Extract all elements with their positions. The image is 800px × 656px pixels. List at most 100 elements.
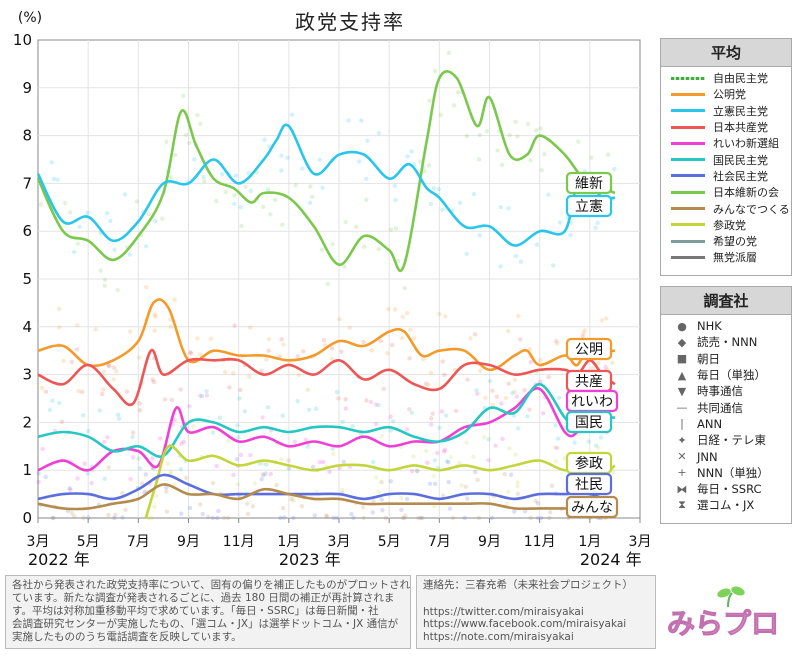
poll-point [235,482,241,487]
poll-point [337,317,342,322]
poll-point [330,242,335,247]
poll-point [593,225,598,231]
poll-point [515,484,520,489]
series-tag-立憲 [565,194,613,218]
poll-point [500,436,505,442]
poll-point [506,381,511,386]
poll-point [278,168,284,173]
poll-point [371,499,376,504]
facebook-link[interactable]: https://www.facebook.com/miraisyakai [423,618,627,630]
poll-point [317,459,323,465]
poll-point [421,356,426,362]
poll-point [39,385,45,391]
poll-point [409,468,415,474]
poll-point [490,402,496,408]
poll-point [401,515,407,521]
poll-point [178,466,184,472]
pollster-label: 時事通信 [697,384,743,399]
pollster-item: + NNN（単独） [661,465,791,481]
poll-point [405,154,410,159]
poll-point [169,397,175,403]
pollster-item: ✦ 日経・テレ東 [661,432,791,448]
poll-point [157,436,163,441]
poll-point [220,171,225,177]
poll-point [424,448,429,454]
poll-point [427,98,432,104]
poll-point [376,131,382,136]
poll-point [400,314,406,320]
poll-point [486,436,491,442]
poll-point [554,445,560,451]
poll-point [188,350,193,355]
poll-point [446,50,451,56]
poll-point [221,515,227,521]
poll-point [538,357,543,363]
poll-point [69,359,74,365]
poll-point [502,472,508,477]
poll-point [486,458,491,463]
poll-point [540,411,546,416]
poll-point [181,93,186,99]
poll-point [393,226,399,231]
poll-point [164,509,170,514]
poll-point [306,407,312,412]
poll-point [100,391,105,397]
mirapro-logo: みらプロ [666,586,780,641]
poll-point [442,372,447,378]
poll-point [252,481,258,486]
poll-point [334,515,339,521]
poll-point [199,393,205,399]
series-line-維新 [36,70,616,273]
legend-item: みんなでつくる [661,200,791,216]
poll-point [487,378,493,384]
support-rate-chart: 0 1 2 3 4 5 6 7 8 9 10 (%) 3月 5月 7月 9月 11月 1月 3月 5月 7月 9月 11月 1… [13,10,652,569]
poll-point [389,342,395,348]
poll-point [321,338,327,343]
x-year-label: 2022 年 [28,550,90,569]
poll-point [215,515,220,521]
twitter-link[interactable]: https://twitter.com/miraisyakai [423,605,584,618]
poll-point [246,170,251,176]
poll-point [150,456,155,461]
poll-point [274,482,279,488]
poll-point [610,360,615,366]
poll-point [432,458,438,463]
poll-point [330,451,336,457]
poll-point [442,449,447,454]
poll-point [431,473,436,479]
poll-point [238,204,243,210]
logo-text: みらプロ [667,607,779,640]
poll-point [611,470,616,475]
poll-point [392,307,398,312]
poll-point [262,137,267,143]
contact-label: 連絡先：三春充希（未来社会プロジェクト） [423,579,633,591]
poll-point [439,409,445,414]
poll-point [453,408,459,414]
poll-point [68,210,73,215]
note-link[interactable]: https://note.com/miraisyakai [423,630,574,643]
poll-point [263,471,268,476]
poll-point [476,515,482,521]
poll-point [292,439,298,445]
poll-point [282,515,287,520]
poll-point [75,322,80,328]
x-tick-label: 5月 [77,534,100,550]
poll-point [546,192,551,197]
poll-point [38,202,44,207]
poll-point [51,515,56,521]
poll-point [343,396,348,402]
poll-point [527,346,533,352]
poll-point [568,233,573,238]
poll-point [261,473,266,478]
pollster-item: ⧓ 毎日・SSRC [661,481,791,497]
poll-point [259,368,264,374]
poll-point [279,153,284,158]
poll-point [515,491,521,496]
poll-point [546,374,551,380]
note-line: 会調査研究センターが実施したもの、「選コム・JX」は選挙ドットコム・JX 通信が [12,618,399,630]
poll-point [484,128,490,134]
poll-point [475,391,480,396]
poll-point [464,251,469,257]
poll-point [440,359,445,364]
poll-point [187,404,192,409]
